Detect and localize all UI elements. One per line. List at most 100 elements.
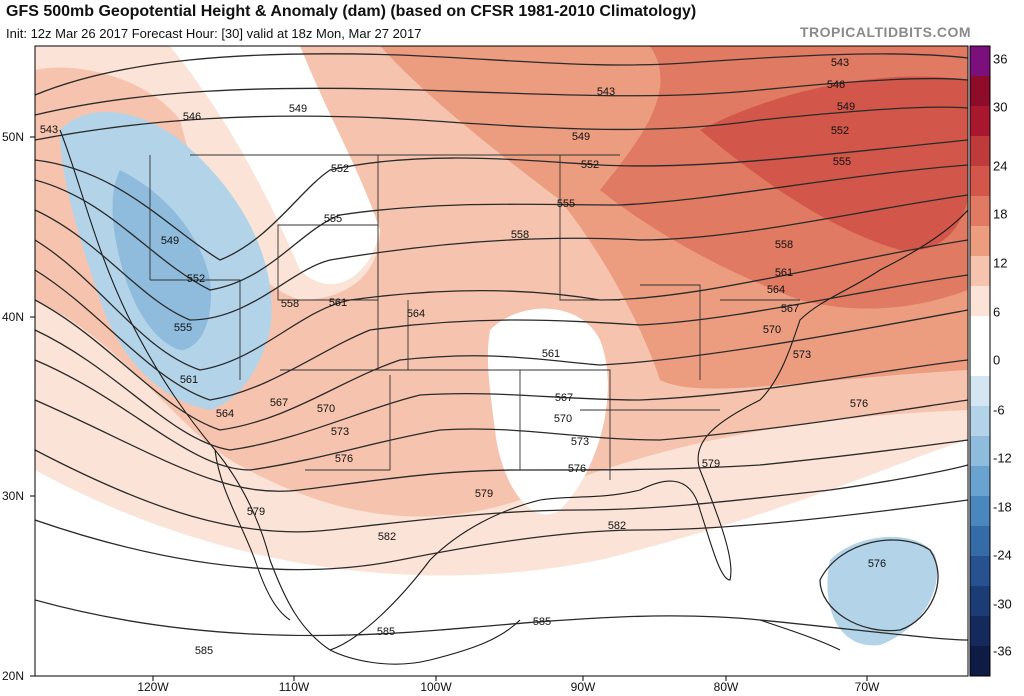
- contour-labels: 543 543 543 546 546 549 549 549 549 552 …: [40, 57, 886, 657]
- colorbar-label: -12: [993, 450, 1012, 466]
- contour-label: 579: [475, 488, 493, 500]
- lon-label: 120W: [137, 680, 169, 694]
- lon-label: 70W: [854, 680, 880, 694]
- colorbar-label: -36: [993, 643, 1012, 659]
- colorbar-segment: [970, 286, 990, 317]
- colorbar-label: -24: [993, 547, 1012, 563]
- colorbar-segment: [970, 526, 990, 557]
- contour-label: 543: [597, 86, 615, 98]
- coastlines: [59, 129, 968, 665]
- contour-label: 579: [247, 506, 265, 518]
- contour-label: 561: [329, 297, 347, 309]
- contour-label: 546: [183, 111, 201, 123]
- colorbar-segment: [970, 376, 990, 407]
- colorbar-segment: [970, 166, 990, 197]
- colorbar-label: 12: [993, 255, 1008, 271]
- contour-label: 549: [572, 131, 590, 143]
- contour-label: 552: [187, 273, 205, 285]
- contour-label: 552: [331, 163, 349, 175]
- colorbar-segment: [970, 196, 990, 227]
- contour-label: 576: [568, 463, 586, 475]
- colorbar-label: 18: [993, 206, 1008, 222]
- lat-label: 30N: [2, 489, 25, 503]
- colorbar-segment: [970, 136, 990, 167]
- contour-label: 585: [195, 645, 213, 657]
- contour-label: 561: [542, 348, 560, 360]
- contour-label: 555: [557, 198, 575, 210]
- contour-label: 564: [767, 284, 785, 296]
- contour-label: 582: [378, 531, 396, 543]
- contour-label: 570: [317, 403, 335, 415]
- contour-label: 543: [831, 57, 849, 69]
- lat-label: 40N: [2, 310, 25, 324]
- contour-label: 576: [868, 558, 886, 570]
- contour-label: 567: [555, 392, 573, 404]
- colorbar-label: -18: [993, 499, 1012, 515]
- lon-label: 90W: [570, 680, 596, 694]
- colorbar-segment: [970, 496, 990, 527]
- colorbar-segment: [970, 586, 990, 617]
- contour-label: 552: [831, 125, 849, 137]
- contour-label: 567: [781, 303, 799, 315]
- contour-label: 570: [763, 324, 781, 336]
- neutral-area-central: [487, 308, 608, 515]
- contour-label: 573: [571, 436, 589, 448]
- height-contours: [35, 53, 968, 641]
- cold-anomaly-west-core: [112, 170, 211, 350]
- colorbar-segment: [970, 406, 990, 437]
- colorbar-segment: [970, 466, 990, 497]
- neutral-area-south: [35, 440, 968, 676]
- lat-label: 50N: [2, 130, 25, 144]
- contour-label: 546: [827, 79, 845, 91]
- colorbar-label: -6: [993, 402, 1005, 418]
- colorbar-segment: [970, 226, 990, 257]
- contour-label: 564: [407, 308, 425, 320]
- contour-label: 543: [40, 124, 58, 136]
- lat-label: 20N: [2, 669, 25, 683]
- contour-label: 558: [281, 298, 299, 310]
- contour-label: 576: [335, 453, 353, 465]
- contour-label: 549: [289, 103, 307, 115]
- colorbar-segment: [970, 46, 990, 77]
- brand-watermark[interactable]: TROPICALTIDBITS.COM: [799, 24, 971, 40]
- contour-label: 561: [180, 374, 198, 386]
- colorbar-segment: [970, 556, 990, 587]
- colorbar-label: 30: [993, 99, 1008, 115]
- contour-label: 558: [775, 239, 793, 251]
- lon-label: 80W: [713, 680, 739, 694]
- forecast-info: Init: 12z Mar 26 2017 Forecast Hour: [30…: [6, 26, 422, 41]
- contour-label: 549: [161, 235, 179, 247]
- contour-label: 555: [324, 213, 342, 225]
- lon-label: 100W: [420, 680, 452, 694]
- lon-label: 110W: [278, 680, 310, 694]
- contour-label: 570: [554, 413, 572, 425]
- contour-label: 579: [702, 458, 720, 470]
- contour-label: 573: [793, 349, 811, 361]
- contour-label: 573: [331, 426, 349, 438]
- contour-label: 567: [270, 397, 288, 409]
- colorbar-segment: [970, 256, 990, 287]
- contour-label: 585: [533, 616, 551, 628]
- colorbar-segment: [970, 436, 990, 467]
- colorbar: [969, 45, 991, 677]
- contour-label: 585: [377, 626, 395, 638]
- map-frame: [34, 45, 969, 677]
- colorbar-label: 24: [993, 158, 1008, 174]
- map-title: GFS 500mb Geopotential Height & Anomaly …: [6, 3, 697, 20]
- contour-label: 555: [833, 156, 851, 168]
- contour-label: 558: [511, 229, 529, 241]
- colorbar-label: 36: [993, 51, 1008, 67]
- contour-label: 555: [174, 322, 192, 334]
- colorbar-segment: [970, 616, 990, 647]
- contour-label: 582: [608, 520, 626, 532]
- colorbar-segment: [970, 646, 990, 677]
- axis-ticks: [30, 136, 868, 681]
- cold-anomaly-atlantic: [827, 536, 938, 646]
- contour-label: 576: [850, 398, 868, 410]
- colorbar-segment: [970, 346, 990, 377]
- colorbar-segment: [970, 316, 990, 347]
- colorbar-frame: [969, 45, 991, 677]
- colorbar-segment: [970, 106, 990, 137]
- colorbar-label: 0: [993, 352, 1001, 368]
